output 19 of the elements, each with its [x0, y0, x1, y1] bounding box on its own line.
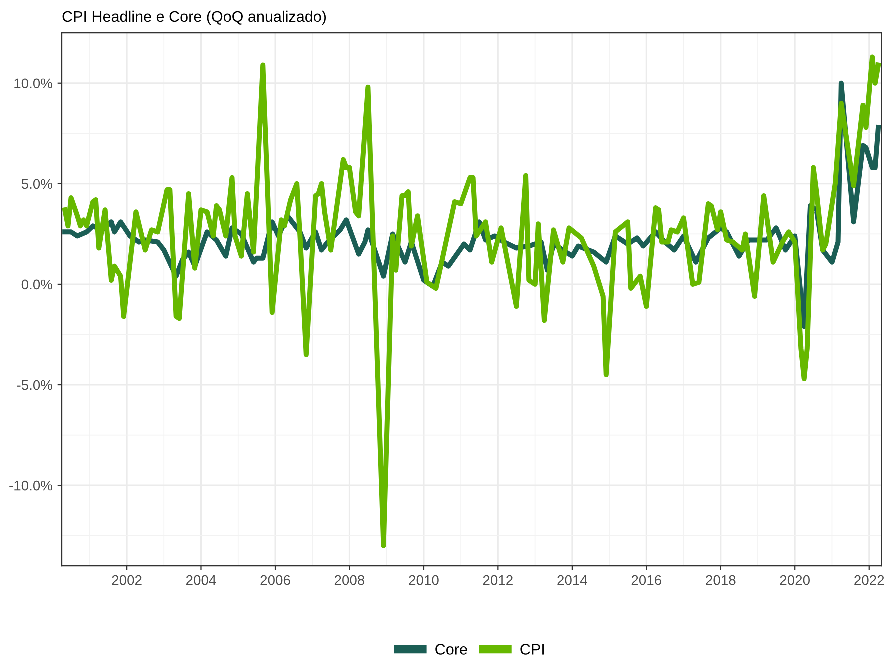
x-tick-label: 2012: [483, 575, 513, 586]
y-tick-label: 5.0%: [22, 179, 52, 190]
y-tick-label: 10.0%: [14, 78, 52, 89]
legend-label: Core: [436, 644, 468, 655]
x-tick-label: 2006: [260, 575, 290, 586]
x-tick-label: 2018: [706, 575, 736, 586]
x-tick-label: 2016: [632, 575, 662, 586]
x-tick-label: 2002: [112, 575, 142, 586]
y-tick-label: -10.0%: [10, 480, 52, 491]
y-tick-label: 0.0%: [22, 280, 52, 290]
x-tick-label: 2004: [186, 575, 216, 586]
x-tick-label: 2010: [409, 575, 439, 586]
x-tick-label: 2020: [780, 575, 810, 586]
x-tick-label: 2014: [558, 575, 588, 586]
x-tick-label: 2022: [854, 575, 884, 586]
x-tick-label: 2008: [334, 575, 365, 586]
chart-title: CPI Headline e Core (QoQ anualizado): [62, 10, 326, 26]
y-tick-label: -5.0%: [17, 380, 52, 390]
legend-label: CPI: [520, 644, 544, 655]
